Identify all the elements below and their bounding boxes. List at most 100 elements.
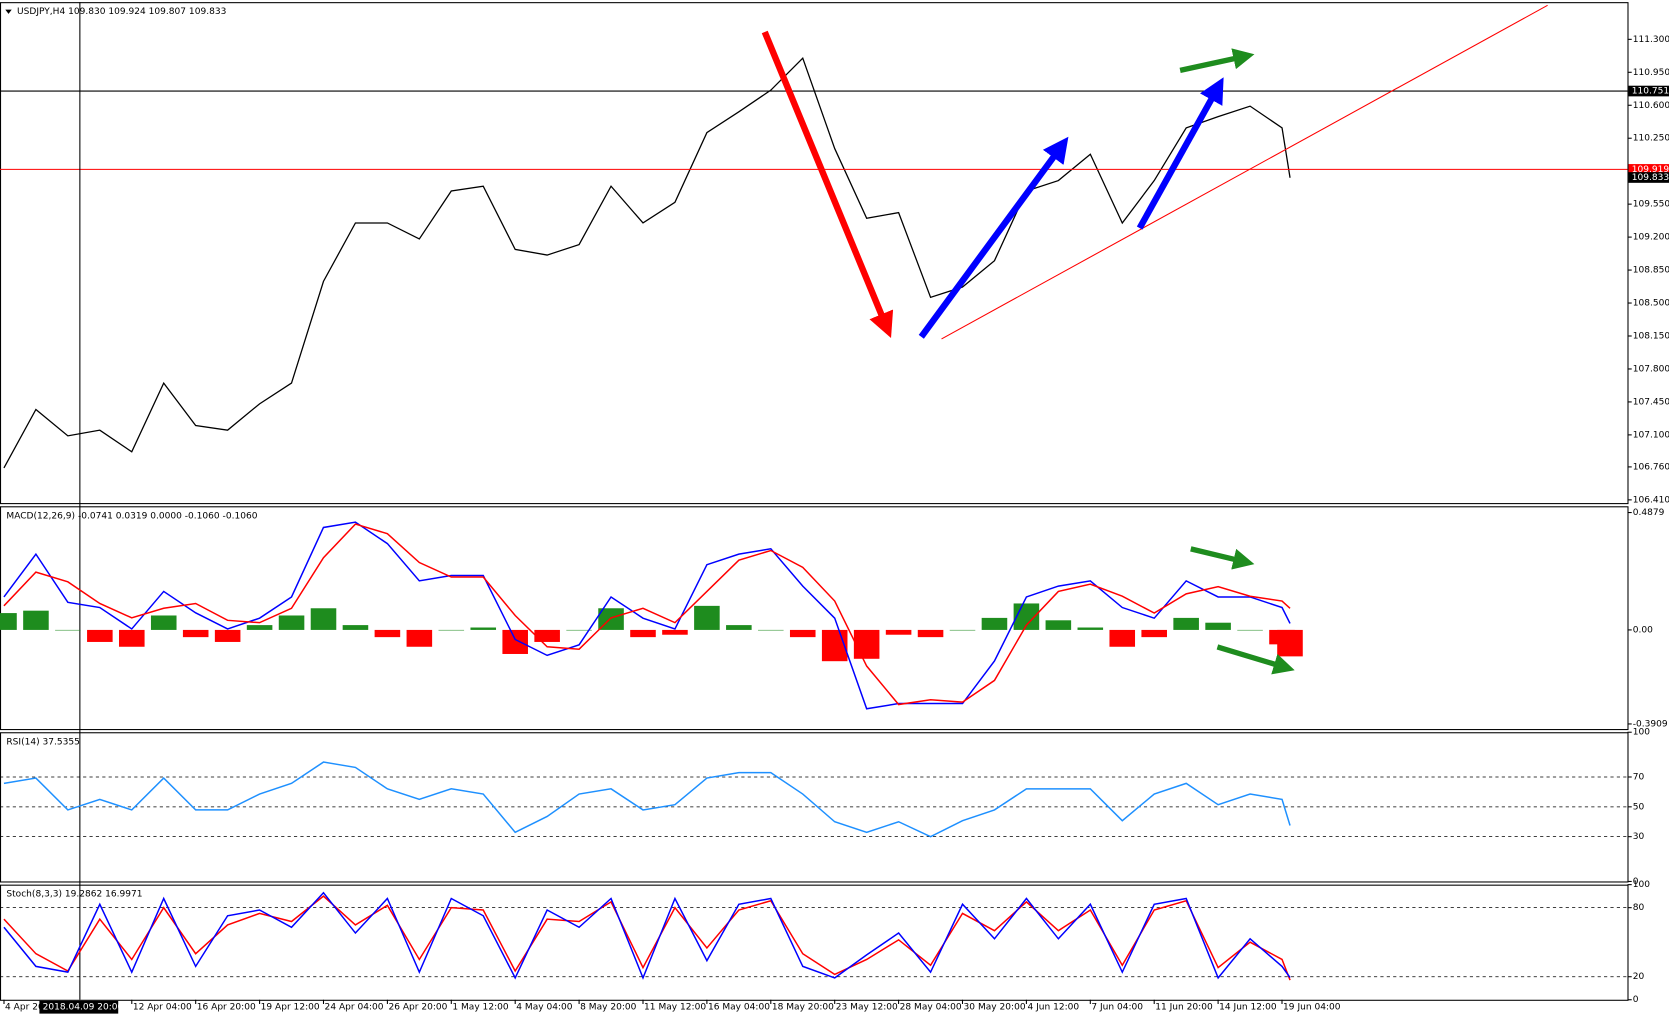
x-tick-label: 19 Jun 04:00 [1283,1003,1341,1013]
x-tick-label: 7 Jun 04:00 [1091,1003,1143,1013]
panel-frame [0,2,1629,505]
x-tick-label: 14 Jun 12:00 [1219,1003,1277,1013]
y-tick-label: 106.410 [1633,495,1669,505]
y-tick-label: 108.850 [1633,266,1669,276]
macd-histogram-bar [342,625,369,630]
macd-histogram-bar [1141,629,1167,638]
macd-histogram-bar [406,629,433,647]
y-tick-label: 108.500 [1633,299,1669,309]
macd-histogram-bar [981,617,1008,630]
macd-histogram-bar [119,629,145,647]
y-tick-label: 100 [1633,728,1651,738]
y-tick-label: -0.3909 [1633,719,1668,729]
panel-title: USDJPY,H4 109.830 109.924 109.807 109.83… [17,7,227,17]
x-tick-label: 30 May 20:00 [964,1003,1026,1013]
y-tick-label: 110.600 [1633,101,1669,111]
x-tick-label: 19 Apr 12:00 [261,1003,320,1013]
x-tick-label: 1 May 12:00 [452,1003,509,1013]
macd-histogram-bar [1277,629,1303,657]
y-tick-label: 106.760 [1633,462,1669,472]
price-level-label: 109.919 [1632,165,1669,175]
macd-histogram-bar [949,629,976,631]
x-tick-label: 4 May 04:00 [516,1003,573,1013]
y-tick-label: 111.300 [1633,35,1669,45]
y-tick-label: 0 [1633,995,1639,1005]
macd-histogram-bar [566,629,592,631]
macd-histogram-bar [789,629,816,638]
x-tick-label: 12 Apr 04:00 [133,1003,192,1013]
macd-histogram-bar [726,625,752,630]
macd-histogram-bar [821,629,848,662]
y-tick-label: 107.800 [1633,364,1669,374]
macd-histogram-bar [662,629,688,635]
up-arrow [918,136,1069,339]
crosshair-box [39,1000,119,1014]
divergence-arrow [1190,546,1255,570]
panel-frame [0,884,1629,1001]
price-level-box [1628,172,1669,183]
annotations [761,4,1548,675]
y-tick-label: 0.4879 [1633,508,1665,518]
panel-title: Stoch(8,3,3) 19.2862 16.9971 [6,890,142,900]
macd-histogram-bar [150,615,177,630]
macd-histogram-bar [1237,629,1263,631]
divergence-arrow [1216,644,1295,675]
indicator-line [3,523,1291,706]
macd-histogram-bar [278,615,305,630]
x-tick-label: 23 May 12:00 [836,1003,898,1013]
macd-histogram-bar [1205,622,1231,630]
divergence-arrow [1179,48,1255,73]
macd-histogram-bar [55,629,81,631]
y-tick-label: 107.450 [1633,397,1669,407]
x-tick-label: 24 Apr 04:00 [325,1003,384,1013]
macd-histogram-bar [1077,627,1104,630]
y-tick-label: 108.150 [1633,331,1669,341]
x-tick-label: 4 Apr 2018 [5,1003,55,1013]
macd-histogram-bar [1173,617,1199,630]
y-tick-label: 20 [1633,972,1645,982]
x-tick-label: 4 Jun 12:00 [1027,1003,1079,1013]
crosshair-label: 2018.04.09 20:00 [43,1003,124,1013]
down-arrow [761,30,894,338]
price-level-label: 109.833 [1632,173,1669,183]
y-tick-label: 0.00 [1633,625,1653,635]
menu-triangle [5,9,12,14]
x-tick-label: 11 May 12:00 [644,1003,706,1013]
macd-histogram-bar [1109,629,1136,647]
macd-histogram-bar [310,608,337,630]
x-tick-label: 28 May 04:00 [900,1003,962,1013]
indicator-line [3,891,1291,980]
x-tick-label: 16 Apr 20:00 [197,1003,256,1013]
panel-title: RSI(14) 37.5355 [6,737,80,747]
price-level-label: 110.751 [1632,87,1669,97]
macd-histogram-bar [502,629,528,654]
macd-histogram-bar [0,613,17,630]
macd-histogram-bar [438,629,465,631]
y-tick-label: 110.250 [1633,134,1669,144]
x-tick-label: 8 May 20:00 [580,1003,637,1013]
y-tick-label: 70 [1633,772,1645,782]
price-level-box [1628,164,1669,175]
y-tick-label: 100 [1633,880,1651,890]
macd-histogram-bar [246,625,273,630]
indicator-line [3,761,1291,838]
up-arrow [1136,77,1224,230]
y-tick-label: 107.100 [1633,430,1669,440]
macd-histogram-bar [23,610,49,630]
y-tick-label: 50 [1633,802,1645,812]
x-tick-label: 18 May 20:00 [772,1003,834,1013]
y-tick-label: 80 [1633,903,1645,913]
y-tick-label: 109.550 [1633,200,1669,210]
indicator-line [3,521,1291,710]
panel-title: MACD(12,26,9) -0.0741 0.0319 0.0000 -0.1… [6,511,257,521]
macd-histogram-bar [374,629,401,638]
y-tick-label: 0 [1633,877,1639,887]
x-tick-label: 26 Apr 20:00 [388,1003,447,1013]
x-tick-label: 11 Jun 20:00 [1155,1003,1213,1013]
y-tick-label: 110.950 [1633,68,1669,78]
macd-histogram-bar [470,627,497,630]
